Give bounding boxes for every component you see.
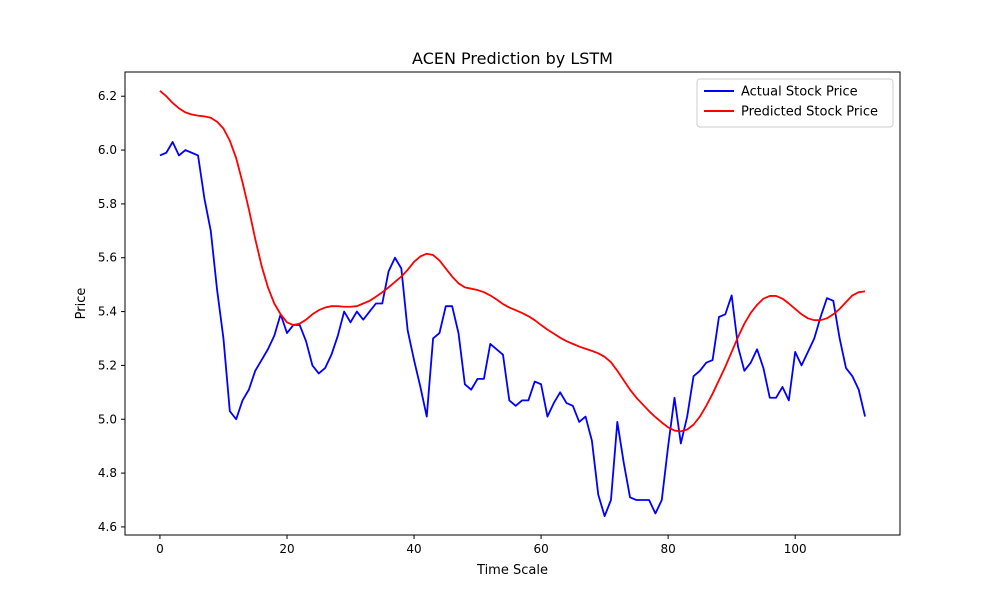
x-tick-label: 80 xyxy=(660,542,675,556)
y-axis: 4.6 4.8 5.0 5.2 5.4 5.6 5.8 6.0 6.2 xyxy=(98,89,125,534)
y-tick-label: 5.4 xyxy=(98,305,117,319)
x-tick-label: 0 xyxy=(156,542,164,556)
y-tick-label: 5.0 xyxy=(98,412,117,426)
x-tick-label: 40 xyxy=(406,542,421,556)
x-tick-label: 100 xyxy=(784,542,807,556)
chart-title: ACEN Prediction by LSTM xyxy=(412,49,613,68)
legend-label-actual: Actual Stock Price xyxy=(741,85,858,100)
y-tick-label: 5.6 xyxy=(98,251,117,265)
y-tick-label: 5.8 xyxy=(98,197,117,211)
plot-area xyxy=(159,90,866,518)
y-tick-label: 5.2 xyxy=(98,358,117,372)
series-line-predicted xyxy=(159,90,866,433)
plot-frame xyxy=(124,71,901,536)
series-line-actual xyxy=(159,141,866,518)
legend-box xyxy=(696,78,894,128)
x-axis-label: Time Scale xyxy=(476,563,548,578)
legend-label-predicted: Predicted Stock Price xyxy=(741,105,878,120)
x-tick-label: 60 xyxy=(533,542,548,556)
x-axis: 0 20 40 60 80 100 xyxy=(156,535,807,556)
legend: Actual Stock Price Predicted Stock Price xyxy=(696,78,894,128)
y-tick-label: 4.8 xyxy=(98,466,117,480)
y-tick-label: 6.0 xyxy=(98,143,117,157)
x-tick-label: 20 xyxy=(279,542,294,556)
y-axis-label: Price xyxy=(74,288,89,320)
y-tick-label: 4.6 xyxy=(98,520,117,534)
y-tick-label: 6.2 xyxy=(98,89,117,103)
